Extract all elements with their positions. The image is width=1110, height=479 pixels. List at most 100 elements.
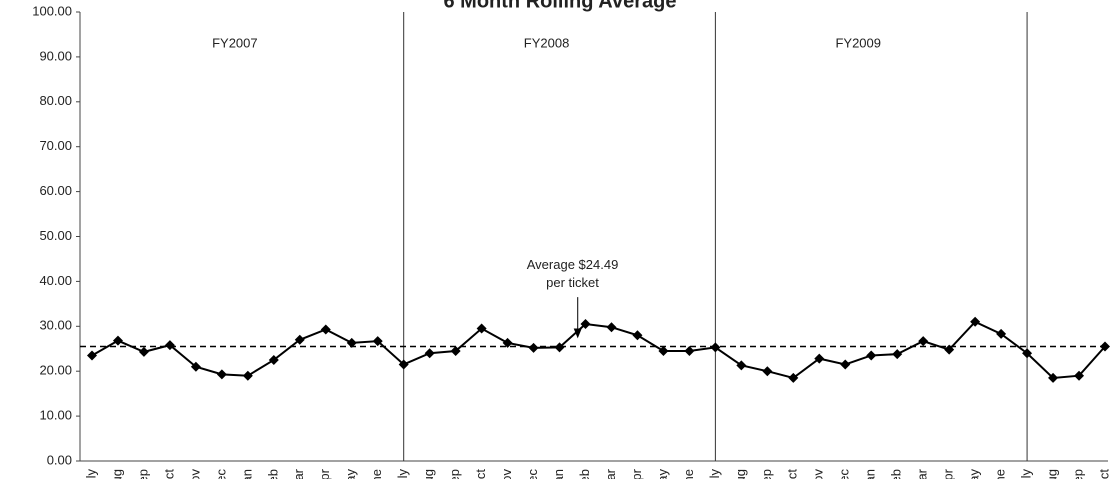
point	[736, 360, 747, 371]
point	[476, 323, 487, 334]
y-tick-label: 20.00	[39, 363, 72, 378]
x-tick-label: June	[993, 469, 1008, 479]
point	[1074, 370, 1085, 381]
y-tick-label: 100.00	[32, 3, 72, 18]
point	[580, 319, 591, 330]
x-tick-label: Feb	[577, 469, 592, 479]
point	[892, 349, 903, 360]
point	[502, 337, 513, 348]
y-tick-label: 70.00	[39, 138, 72, 153]
y-tick-label: 90.00	[39, 48, 72, 63]
x-tick-label: Aug	[1044, 469, 1059, 479]
point	[294, 334, 305, 345]
y-tick-label: 50.00	[39, 228, 72, 243]
annotation-arrowhead	[573, 328, 582, 339]
y-tick-label: 40.00	[39, 273, 72, 288]
point	[658, 345, 669, 356]
x-tick-label: Sep	[135, 469, 150, 479]
point	[996, 328, 1007, 339]
x-tick-label: Dec	[837, 469, 852, 479]
point	[424, 348, 435, 359]
x-tick-label: July	[83, 469, 98, 479]
point	[814, 353, 825, 364]
annotation: per ticket	[546, 275, 599, 290]
x-tick-label: Oct	[1096, 469, 1110, 479]
x-tick-label: June	[369, 469, 384, 479]
point	[944, 344, 955, 355]
point	[87, 350, 97, 361]
point	[1100, 341, 1110, 352]
x-tick-label: Dec	[213, 469, 228, 479]
point	[1022, 348, 1033, 359]
y-tick-label: 80.00	[39, 93, 72, 108]
x-tick-label: Oct	[785, 469, 800, 479]
point	[970, 316, 981, 327]
x-tick-label: Feb	[265, 469, 280, 479]
point	[1048, 372, 1059, 383]
x-tick-label: July	[707, 469, 722, 479]
x-tick-label: Aug	[733, 469, 748, 479]
point	[840, 359, 851, 370]
y-tick-label: 0.00	[47, 452, 72, 467]
x-tick-label: Mar	[291, 468, 306, 479]
point	[918, 336, 929, 347]
x-tick-label: May	[655, 469, 670, 479]
series-line	[91, 320, 1106, 380]
point	[216, 369, 227, 380]
point	[268, 354, 279, 365]
x-tick-label: Jan	[239, 469, 254, 479]
point	[372, 336, 383, 347]
y-tick-label: 10.00	[39, 408, 72, 423]
annotation: Average $24.49	[527, 257, 619, 272]
point	[346, 337, 357, 348]
x-tick-label: Sep	[759, 469, 774, 479]
x-tick-label: Apr	[629, 468, 644, 479]
x-tick-label: Nov	[499, 469, 514, 479]
point	[632, 330, 643, 341]
x-tick-label: May	[967, 469, 982, 479]
x-tick-label: Nov	[187, 469, 202, 479]
x-tick-label: Sep	[447, 469, 462, 479]
period-label: FY2008	[524, 35, 570, 50]
x-tick-label: May	[343, 469, 358, 479]
point	[606, 322, 617, 333]
point	[190, 361, 201, 372]
x-tick-label: June	[681, 469, 696, 479]
period-label: FY2009	[835, 35, 881, 50]
x-tick-label: Nov	[811, 469, 826, 479]
point	[138, 346, 149, 357]
x-tick-label: Oct	[161, 469, 176, 479]
x-tick-label: Aug	[421, 469, 436, 479]
period-label: FY2007	[212, 35, 258, 50]
point	[528, 342, 539, 353]
x-tick-label: Dec	[525, 469, 540, 479]
x-tick-label: July	[1019, 469, 1034, 479]
x-tick-label: Mar	[915, 468, 930, 479]
point	[164, 340, 175, 351]
point	[788, 372, 799, 383]
point	[554, 342, 565, 353]
point	[450, 345, 461, 356]
point	[684, 345, 695, 356]
x-tick-label: July	[395, 469, 410, 479]
y-tick-label: 30.00	[39, 318, 72, 333]
x-tick-label: Jan	[551, 469, 566, 479]
point	[112, 335, 123, 346]
x-tick-label: Aug	[109, 469, 124, 479]
point	[762, 366, 773, 377]
x-tick-label: Sep	[1070, 469, 1085, 479]
x-tick-label: Apr	[317, 468, 332, 479]
x-tick-label: Jan	[863, 469, 878, 479]
x-tick-label: Apr	[941, 468, 956, 479]
y-tick-label: 60.00	[39, 183, 72, 198]
chart-title: 6 Month Rolling Average	[444, 0, 677, 12]
x-tick-label: Oct	[473, 469, 488, 479]
point	[866, 350, 877, 361]
x-tick-label: Mar	[603, 468, 618, 479]
point	[398, 359, 409, 370]
point	[710, 342, 721, 353]
x-tick-label: Feb	[889, 469, 904, 479]
point	[320, 324, 331, 335]
point	[242, 370, 253, 381]
